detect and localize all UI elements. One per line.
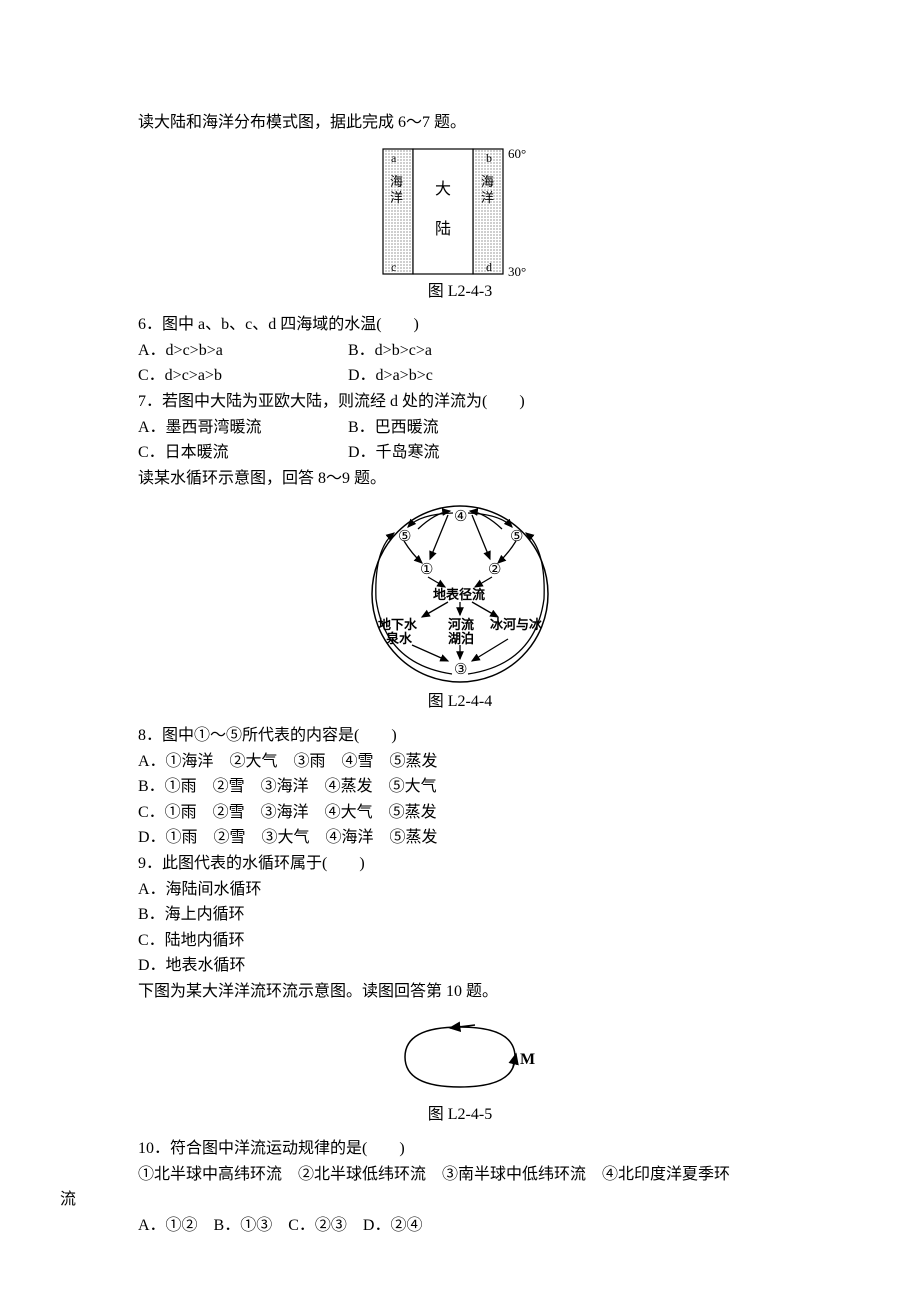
node-1: ① — [420, 562, 433, 578]
figure-4-svg: ④ ⑤ ⑤ ① ② ③ 地表径流 地下水 泉水 河流 湖泊 冰河与冰 — [350, 499, 570, 689]
q8-option-c[interactable]: C．①雨 ②雪 ③海洋 ④大气 ⑤蒸发 — [138, 800, 860, 826]
q9-option-c[interactable]: C．陆地内循环 — [138, 928, 860, 954]
q6-option-b[interactable]: B．d>b>c>a — [348, 338, 432, 364]
label-a: a — [391, 151, 397, 165]
q9-option-a[interactable]: A．海陆间水循环 — [138, 877, 860, 903]
q6-option-c[interactable]: C．d>c>a>b — [138, 363, 348, 389]
label-m: M — [520, 1051, 535, 1068]
figure-4-caption: 图 L2-4-4 — [60, 689, 860, 715]
ocean-right-2: 洋 — [481, 190, 494, 205]
label-groundwater-1: 地下水 — [378, 617, 418, 632]
figure-3-caption: 图 L2-4-3 — [60, 279, 860, 305]
node-4: ④ — [454, 509, 467, 525]
label-c: c — [391, 260, 396, 274]
label-river-1: 河流 — [448, 617, 474, 632]
figure-3-svg: a b c d 海 洋 海 洋 大 陆 60° 30° — [373, 144, 548, 279]
q7-option-c[interactable]: C．日本暖流 — [138, 440, 348, 466]
q6-option-a[interactable]: A．d>c>b>a — [138, 338, 348, 364]
figure-5-caption: 图 L2-4-5 — [60, 1102, 860, 1128]
figure-3-container: a b c d 海 洋 海 洋 大 陆 60° 30° 图 L2-4-3 — [60, 144, 860, 305]
land-top: 大 — [435, 180, 451, 198]
label-river-2: 湖泊 — [448, 631, 474, 646]
node-2: ② — [488, 562, 501, 578]
figure-5-svg: M — [365, 1012, 555, 1102]
q8-option-a[interactable]: A．①海洋 ②大气 ③雨 ④雪 ⑤蒸发 — [138, 749, 860, 775]
label-b: b — [486, 151, 492, 165]
q6-row-cd: C．d>c>a>b D．d>a>b>c — [138, 363, 860, 389]
figure-4-container: ④ ⑤ ⑤ ① ② ③ 地表径流 地下水 泉水 河流 湖泊 冰河与冰 图 L2-… — [60, 499, 860, 715]
q10-stem: 10．符合图中洋流运动规律的是( ) — [138, 1136, 860, 1162]
q8-option-d[interactable]: D．①雨 ②雪 ③大气 ④海洋 ⑤蒸发 — [138, 825, 860, 851]
q10-options[interactable]: A．①② B．①③ C．②③ D．②④ — [138, 1213, 860, 1239]
q7-row-ab: A．墨西哥湾暖流 B．巴西暖流 — [138, 415, 860, 441]
q7-row-cd: C．日本暖流 D．千岛寒流 — [138, 440, 860, 466]
q6-option-d[interactable]: D．d>a>b>c — [348, 363, 433, 389]
node-3: ③ — [454, 662, 467, 678]
q8-stem: 8．图中①～⑤所代表的内容是( ) — [138, 723, 860, 749]
intro-89: 读某水循环示意图，回答 8～9 题。 — [138, 466, 860, 492]
figure-5-container: M 图 L2-4-5 — [60, 1012, 860, 1128]
intro-67: 读大陆和海洋分布模式图，据此完成 6～7 题。 — [138, 110, 860, 136]
ocean-left-1: 海 — [390, 174, 403, 189]
q7-option-b[interactable]: B．巴西暖流 — [348, 415, 439, 441]
q7-stem: 7．若图中大陆为亚欧大陆，则流经 d 处的洋流为( ) — [138, 389, 860, 415]
q8-option-b[interactable]: B．①雨 ②雪 ③海洋 ④蒸发 ⑤大气 — [138, 774, 860, 800]
label-d: d — [486, 260, 492, 274]
q10-line-2a: ①北半球中高纬环流 ②北半球低纬环流 ③南半球中低纬环流 ④北印度洋夏季环 — [138, 1162, 860, 1188]
q6-row-ab: A．d>c>b>a B．d>b>c>a — [138, 338, 860, 364]
q9-option-d[interactable]: D．地表水循环 — [138, 953, 860, 979]
q10-line-2b: 流 — [60, 1187, 860, 1213]
q6-stem: 6．图中 a、b、c、d 四海域的水温( ) — [138, 312, 860, 338]
ocean-right-1: 海 — [481, 174, 494, 189]
ocean-left-2: 洋 — [390, 190, 403, 205]
label-surface-runoff: 地表径流 — [433, 587, 485, 602]
node-5r: ⑤ — [510, 529, 523, 545]
q9-option-b[interactable]: B．海上内循环 — [138, 902, 860, 928]
q7-option-d[interactable]: D．千岛寒流 — [348, 440, 440, 466]
q9-stem: 9．此图代表的水循环属于( ) — [138, 851, 860, 877]
land-bot: 陆 — [435, 220, 451, 238]
lat-30: 30° — [508, 264, 526, 279]
lat-60: 60° — [508, 146, 526, 161]
intro-10: 下图为某大洋洋流环流示意图。读图回答第 10 题。 — [138, 979, 860, 1005]
q7-option-a[interactable]: A．墨西哥湾暖流 — [138, 415, 348, 441]
